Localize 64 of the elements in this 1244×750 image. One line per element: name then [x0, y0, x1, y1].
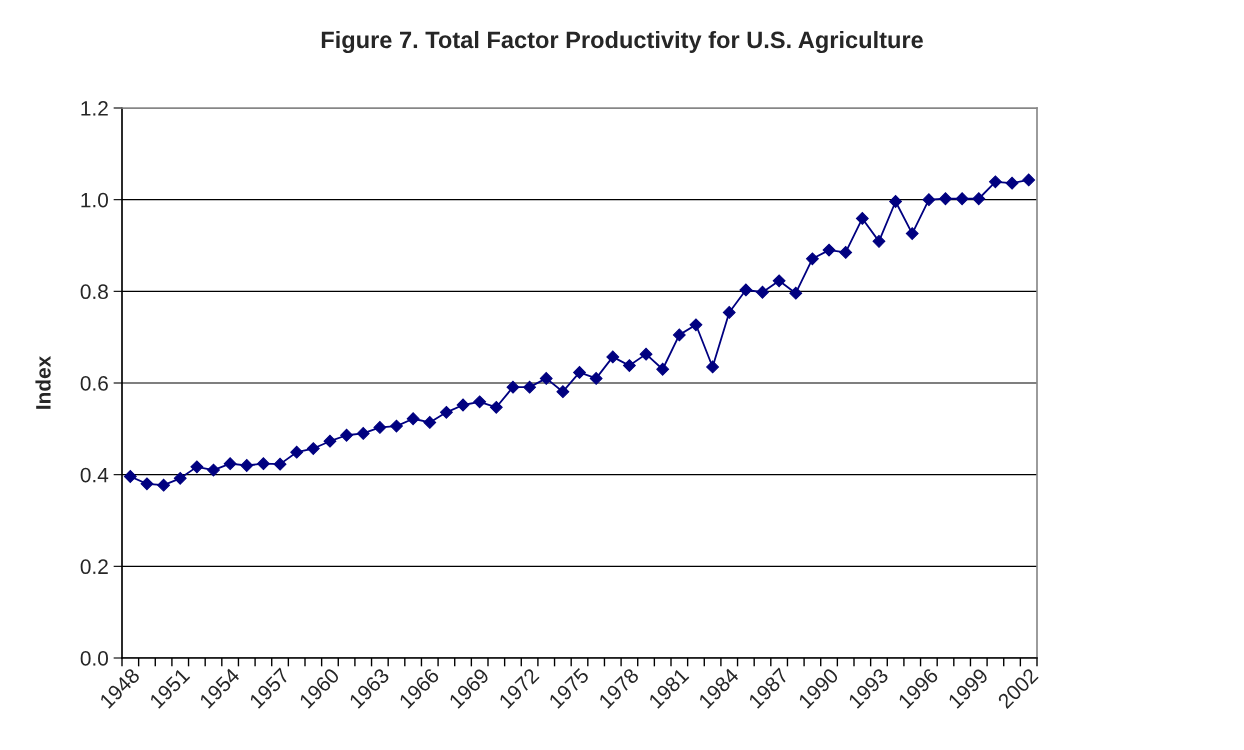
y-tick-label: 0.0	[80, 651, 108, 666]
point	[839, 245, 853, 259]
point	[606, 350, 620, 364]
point	[872, 234, 886, 248]
point	[623, 359, 636, 372]
point	[506, 380, 520, 394]
point	[589, 372, 603, 385]
point	[722, 306, 736, 319]
point	[772, 274, 786, 288]
chart-title: Figure 7. Total Factor Productivity for U.S. Agriculture	[321, 30, 923, 54]
point	[1005, 176, 1019, 190]
point	[972, 192, 986, 206]
point	[756, 285, 769, 299]
point	[190, 460, 204, 474]
point	[855, 212, 869, 225]
point	[806, 252, 819, 266]
point	[1022, 173, 1036, 187]
point	[672, 328, 686, 342]
y-tick-label: 0.6	[80, 376, 108, 391]
point	[456, 398, 470, 412]
point	[373, 421, 387, 434]
y-tick-label: 1.2	[81, 101, 108, 116]
point	[689, 318, 703, 332]
y-axis-title: Index	[35, 355, 51, 409]
point	[390, 419, 403, 433]
point	[340, 428, 353, 442]
point	[656, 362, 670, 376]
point	[955, 192, 969, 206]
point	[573, 366, 586, 379]
y-tick-label: 0.8	[80, 284, 108, 300]
point	[706, 360, 719, 374]
point	[556, 385, 570, 399]
point	[822, 243, 836, 257]
y-tick-label: 0.2	[80, 559, 108, 575]
point	[939, 192, 952, 206]
point	[539, 372, 553, 385]
point	[123, 470, 137, 483]
point	[789, 286, 803, 300]
point	[306, 442, 320, 455]
point	[889, 195, 902, 208]
point	[157, 478, 170, 492]
point	[240, 459, 254, 472]
point	[140, 477, 154, 491]
point	[290, 445, 304, 459]
point	[406, 412, 420, 426]
point	[739, 283, 753, 297]
y-tick-label: 0.4	[80, 467, 109, 483]
point	[489, 400, 503, 414]
point	[523, 380, 536, 394]
point	[356, 427, 370, 440]
point	[905, 227, 919, 240]
point	[423, 416, 437, 429]
y-tick-label: 1.0	[81, 192, 108, 208]
point	[323, 434, 337, 448]
point	[639, 347, 653, 361]
point	[173, 471, 187, 485]
point	[273, 457, 287, 471]
point	[223, 457, 237, 471]
point	[207, 463, 220, 477]
point	[922, 193, 936, 207]
point	[440, 405, 453, 419]
point	[989, 175, 1002, 189]
point	[473, 395, 487, 409]
point	[257, 457, 270, 471]
